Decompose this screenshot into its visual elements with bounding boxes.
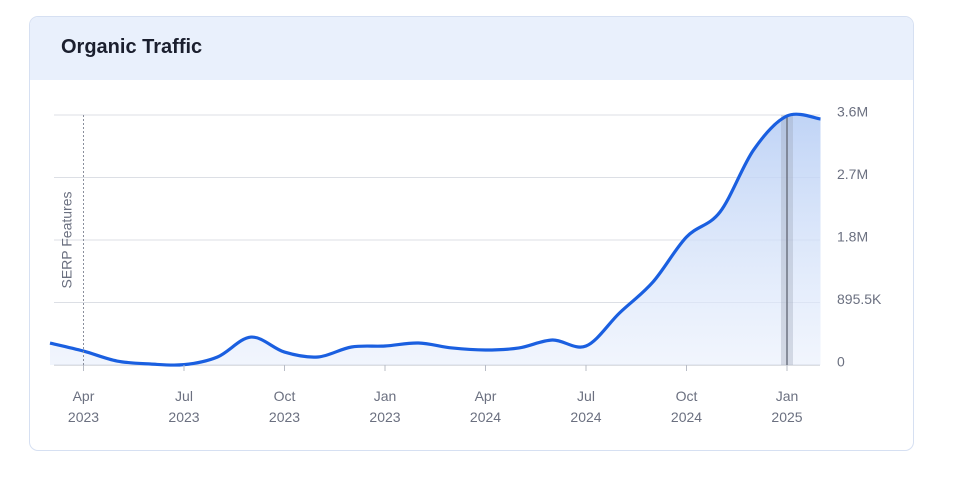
y-tick-label: 0 <box>837 354 845 370</box>
chart-title: Organic Traffic <box>61 36 203 58</box>
y-tick-label: 2.7M <box>837 166 868 182</box>
x-tick-label: Jul 2024 <box>570 388 602 425</box>
line <box>49 112 821 367</box>
card-header: Organic Traffic <box>30 17 913 80</box>
x-tick-label: Jan 2025 <box>771 388 803 425</box>
y-tick-label: 1.8M <box>837 229 868 245</box>
card: Organic Traffic <box>29 16 914 451</box>
area <box>50 114 821 366</box>
x-tick-label: Oct 2023 <box>268 388 301 425</box>
x-tick-label: Jan 2023 <box>369 388 401 425</box>
y-tick-label: 895.5K <box>837 291 882 307</box>
x-tick-label: Jul 2023 <box>168 388 200 425</box>
x-tick-label: Apr 2024 <box>469 388 502 425</box>
x-tick-label: Oct 2024 <box>670 388 703 425</box>
y-tick-label: 3.6M <box>837 104 868 120</box>
annotation-label: SERP Features <box>59 191 75 288</box>
x-tick-label: Apr 2023 <box>67 388 100 425</box>
